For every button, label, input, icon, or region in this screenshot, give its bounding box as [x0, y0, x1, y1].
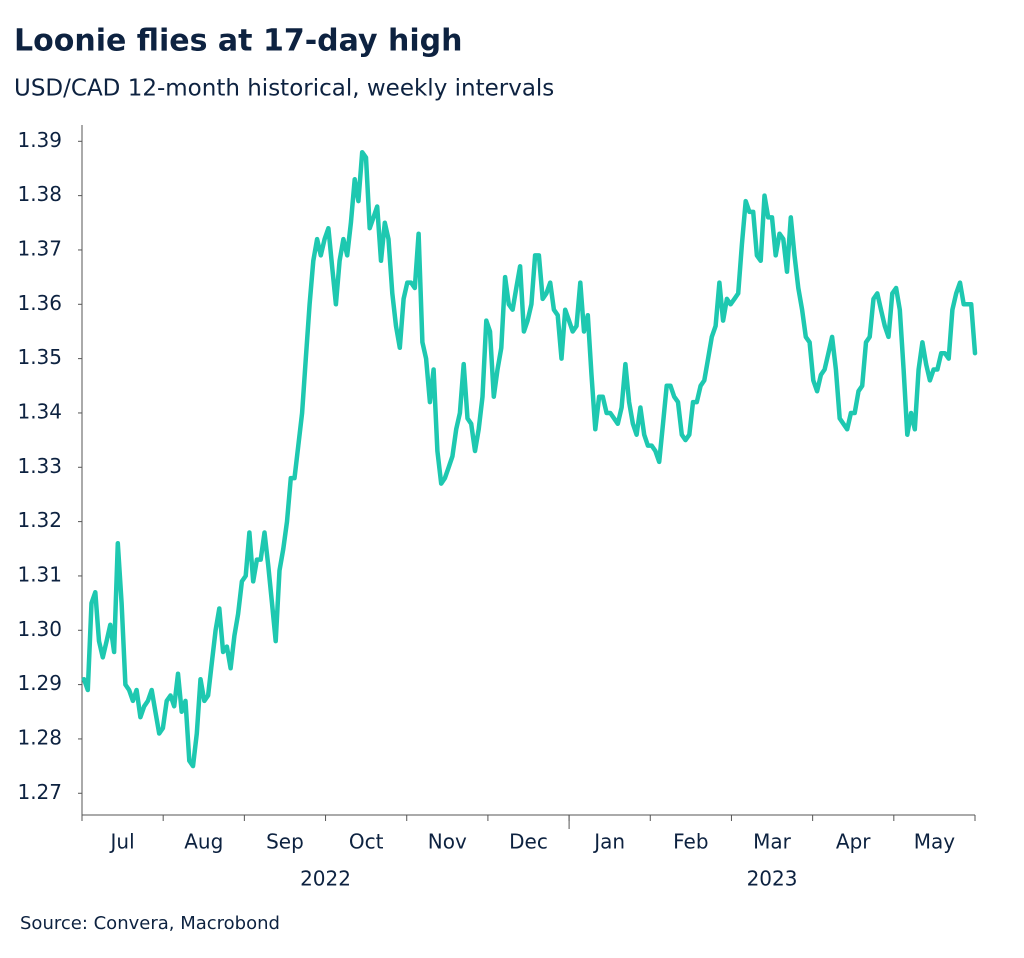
- x-tick-label: Oct: [349, 830, 384, 854]
- y-tick-label: 1.37: [17, 236, 62, 260]
- y-tick-label: 1.34: [17, 399, 62, 423]
- x-tick-label: Apr: [836, 830, 871, 854]
- chart-subtitle: USD/CAD 12-month historical, weekly inte…: [14, 76, 554, 102]
- x-tick-label: May: [914, 830, 956, 854]
- x-tick-label: Sep: [266, 830, 304, 854]
- y-tick-label: 1.31: [17, 562, 62, 586]
- x-tick-label: Dec: [509, 830, 548, 854]
- y-tick-label: 1.33: [17, 454, 62, 478]
- year-label: 2022: [300, 867, 351, 891]
- x-tick-label: Mar: [753, 830, 792, 854]
- y-tick-label: 1.27: [17, 780, 62, 804]
- source: Source: Convera, Macrobond: [20, 913, 280, 934]
- y-tick-label: 1.29: [17, 671, 62, 695]
- x-tick-label: Jul: [109, 830, 135, 854]
- chart-title: Loonie flies at 17-day high: [14, 24, 462, 59]
- y-tick-label: 1.36: [17, 291, 62, 315]
- y-tick-label: 1.38: [17, 182, 62, 206]
- x-tick-label: Nov: [428, 830, 467, 854]
- y-tick-label: 1.39: [17, 128, 62, 152]
- y-tick-label: 1.32: [17, 508, 62, 532]
- y-tick-label: 1.35: [17, 345, 62, 369]
- x-tick-label: Jan: [592, 830, 625, 854]
- x-tick-label: Feb: [673, 830, 708, 854]
- x-tick-label: Aug: [184, 830, 223, 854]
- year-label: 2023: [747, 867, 798, 891]
- y-tick-label: 1.30: [17, 617, 62, 641]
- line-series: [81, 149, 978, 769]
- y-tick-label: 1.28: [17, 725, 62, 749]
